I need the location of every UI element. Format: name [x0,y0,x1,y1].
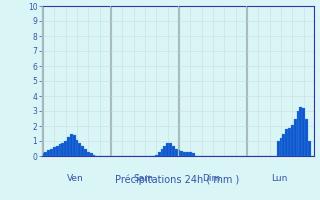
Bar [166,143,169,156]
Bar [61,142,64,156]
Bar [161,148,164,156]
Bar [76,140,78,156]
Bar [285,129,288,156]
Bar [186,152,189,156]
Text: Sam: Sam [134,174,154,183]
Bar [164,146,166,156]
Bar [192,153,195,156]
Bar [56,146,59,156]
Bar [158,152,161,156]
Bar [302,108,305,156]
Bar [84,148,87,156]
Bar [180,151,183,156]
Bar [67,137,70,156]
Bar [53,147,56,156]
Bar [288,128,291,156]
Bar [64,141,67,156]
Bar [300,106,302,156]
Bar [280,138,283,156]
Bar [92,154,95,156]
Bar [175,148,178,156]
Bar [78,142,81,156]
Bar [90,153,92,156]
Bar [47,150,50,156]
Bar [70,134,73,156]
Bar [305,118,308,156]
Bar [42,153,44,156]
Text: Ven: Ven [67,174,84,183]
Bar [59,144,61,156]
Bar [283,134,285,156]
Bar [297,111,300,156]
Text: Lun: Lun [271,174,288,183]
Bar [172,146,175,156]
Bar [178,150,180,156]
Bar [73,135,76,156]
Bar [44,152,47,156]
Bar [189,152,192,156]
Bar [183,152,186,156]
Bar [169,142,172,156]
Bar [294,118,297,156]
Bar [50,148,53,156]
Text: Dim: Dim [203,174,221,183]
X-axis label: Précipitations 24h ( mm ): Précipitations 24h ( mm ) [116,174,240,185]
Bar [87,152,90,156]
Bar [155,154,158,156]
Bar [81,146,84,156]
Bar [277,141,280,156]
Bar [291,124,294,156]
Bar [308,141,311,156]
